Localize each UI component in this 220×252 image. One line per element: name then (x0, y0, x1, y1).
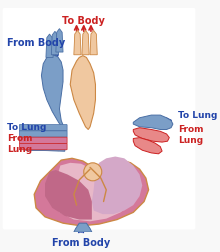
Polygon shape (90, 30, 97, 55)
FancyBboxPatch shape (19, 137, 67, 143)
Polygon shape (25, 135, 65, 142)
Circle shape (84, 163, 102, 181)
Polygon shape (133, 128, 169, 142)
Polygon shape (56, 29, 63, 52)
Text: From
Lung: From Lung (7, 134, 33, 154)
Polygon shape (29, 135, 65, 142)
Polygon shape (133, 138, 162, 154)
Polygon shape (25, 144, 65, 151)
Polygon shape (74, 223, 92, 232)
Polygon shape (82, 30, 89, 55)
Text: From Body: From Body (7, 38, 65, 48)
Text: To Body: To Body (62, 16, 105, 26)
Polygon shape (25, 126, 65, 133)
Polygon shape (41, 55, 65, 131)
Polygon shape (45, 170, 92, 219)
Polygon shape (46, 34, 53, 57)
Polygon shape (70, 56, 95, 130)
Polygon shape (74, 30, 81, 55)
FancyBboxPatch shape (19, 131, 67, 137)
Polygon shape (34, 158, 148, 226)
Text: From
Lung: From Lung (178, 125, 204, 145)
Polygon shape (31, 144, 65, 151)
Polygon shape (92, 156, 142, 214)
Polygon shape (27, 126, 65, 133)
FancyBboxPatch shape (3, 8, 195, 230)
Polygon shape (51, 31, 59, 55)
FancyBboxPatch shape (19, 124, 67, 131)
Polygon shape (49, 163, 135, 221)
Text: To Lung: To Lung (7, 123, 47, 132)
Polygon shape (133, 115, 173, 130)
Text: To Lung: To Lung (178, 111, 218, 120)
Text: From Body: From Body (52, 238, 110, 247)
FancyBboxPatch shape (19, 143, 67, 150)
